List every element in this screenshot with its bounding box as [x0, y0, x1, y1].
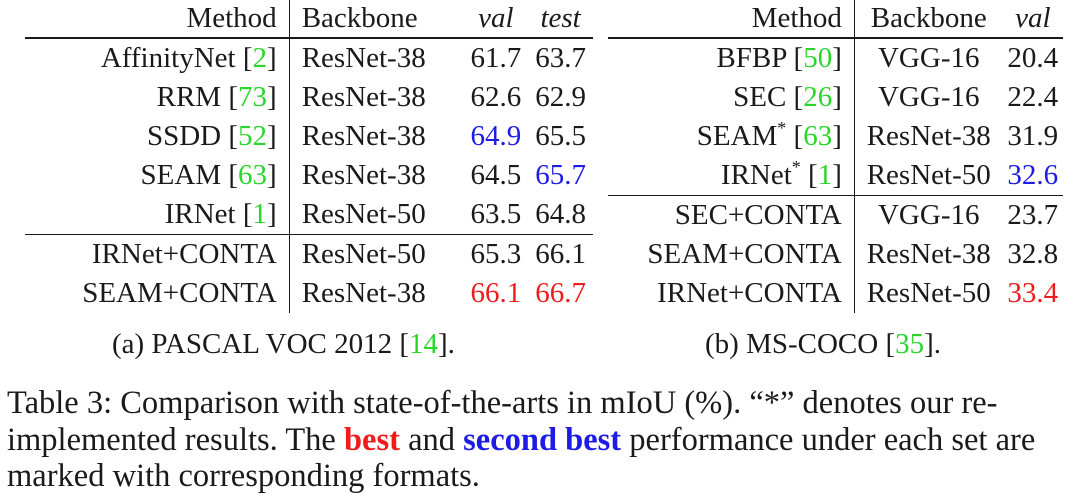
table-row: SEAM* [63] ResNet-38 31.9 — [608, 117, 1063, 156]
table-row: SEC [26] VGG-16 22.4 — [608, 78, 1063, 117]
reimplemented-marker: * — [791, 157, 801, 177]
cell-backbone: ResNet-38 — [301, 120, 426, 152]
header-val: val — [463, 0, 529, 39]
table-ms-coco: Method Backbone val BFBP [50] VGG-16 20.… — [608, 0, 1063, 313]
cell-val: 64.5 — [470, 159, 522, 191]
cell-test: 62.9 — [535, 81, 586, 113]
cell-test: 63.7 — [535, 42, 586, 74]
header-method: Method — [25, 0, 290, 39]
cell-method: SEC+CONTA — [608, 195, 855, 235]
citation-link[interactable]: 50 — [803, 42, 833, 74]
header-method: Method — [608, 0, 855, 39]
cell-method: SEAM* [63] — [608, 117, 855, 156]
cell-method: SEAM+CONTA — [25, 274, 290, 313]
table-row: SEAM [63] ResNet-38 64.5 65.7 — [25, 156, 593, 195]
cell-backbone: ResNet-50 — [866, 159, 991, 191]
cell-val: 23.7 — [1002, 195, 1063, 235]
header-backbone: Backbone — [854, 0, 1003, 39]
cell-backbone: ResNet-50 — [289, 234, 464, 274]
citation-link[interactable]: 14 — [409, 328, 439, 360]
cell-val: 20.4 — [1007, 42, 1059, 74]
table-row: SEC+CONTA VGG-16 23.7 — [608, 195, 1063, 235]
cell-val-second-best: 32.6 — [1007, 159, 1059, 191]
cell-backbone: ResNet-38 — [301, 81, 426, 113]
best-label: best — [343, 421, 400, 458]
citation-link[interactable]: 35 — [895, 328, 925, 360]
reimplemented-marker: * — [777, 118, 787, 138]
cell-backbone: ResNet-50 — [866, 277, 991, 309]
subcaption-b: (b) MS-COCO [35]. — [705, 328, 942, 360]
cell-val-second-best: 64.9 — [470, 120, 522, 152]
cell-test-second-best: 65.7 — [535, 159, 586, 191]
cell-method: SSDD [52] — [25, 117, 290, 156]
table-row: SEAM+CONTA ResNet-38 66.1 66.7 — [25, 274, 593, 313]
cell-method: IRNet* [1] — [608, 156, 855, 196]
citation-link[interactable]: 52 — [238, 120, 268, 152]
citation-link[interactable]: 2 — [252, 42, 268, 74]
citation-link[interactable]: 1 — [252, 198, 268, 230]
table-row: IRNet+CONTA ResNet-50 33.4 — [608, 274, 1063, 313]
cell-val: 63.5 — [470, 198, 522, 230]
table-row: IRNet* [1] ResNet-50 32.6 — [608, 156, 1063, 196]
cell-test: 64.8 — [535, 198, 586, 230]
table-row: IRNet+CONTA ResNet-50 65.3 66.1 — [25, 234, 593, 274]
cell-method: IRNet+CONTA — [608, 274, 855, 313]
citation-link[interactable]: 73 — [238, 81, 268, 113]
cell-test-best: 66.7 — [535, 277, 586, 309]
second-best-label: second best — [463, 421, 622, 458]
cell-test: 66.1 — [528, 234, 593, 274]
cell-val-best: 66.1 — [470, 277, 522, 309]
header-val: val — [1002, 0, 1063, 39]
cell-backbone: VGG-16 — [877, 81, 980, 113]
citation-link[interactable]: 1 — [817, 159, 833, 191]
cell-val: 61.7 — [470, 42, 522, 74]
cell-test: 65.5 — [535, 120, 586, 152]
citation-link[interactable]: 63 — [238, 159, 268, 191]
cell-method: BFBP [50] — [608, 38, 855, 78]
table-header-row: Method Backbone val test — [25, 0, 593, 39]
table-row: SSDD [52] ResNet-38 64.9 65.5 — [25, 117, 593, 156]
citation-link[interactable]: 26 — [803, 81, 833, 113]
cell-backbone: ResNet-38 — [866, 120, 991, 152]
header-test: test — [528, 0, 593, 39]
cell-method: IRNet [1] — [25, 195, 290, 235]
cell-method: IRNet+CONTA — [25, 234, 290, 274]
cell-val: 62.6 — [470, 81, 522, 113]
table-caption: Table 3: Comparison with state-of-the-ar… — [7, 385, 1036, 494]
cell-backbone: VGG-16 — [877, 42, 980, 74]
cell-method: SEAM+CONTA — [608, 235, 855, 274]
cell-method: RRM [73] — [25, 78, 290, 117]
header-backbone: Backbone — [289, 0, 464, 39]
cell-val: 32.8 — [1007, 238, 1059, 270]
table-row: IRNet [1] ResNet-50 63.5 64.8 — [25, 195, 593, 235]
table-row: BFBP [50] VGG-16 20.4 — [608, 38, 1063, 78]
cell-method: AffinityNet [2] — [25, 38, 290, 78]
cell-method: SEAM [63] — [25, 156, 290, 195]
cell-val: 22.4 — [1007, 81, 1059, 113]
table-row: RRM [73] ResNet-38 62.6 62.9 — [25, 78, 593, 117]
cell-backbone: ResNet-38 — [301, 42, 426, 74]
cell-backbone: ResNet-38 — [301, 277, 426, 309]
table-pascal-voc: Method Backbone val test AffinityNet [2]… — [25, 0, 593, 313]
cell-backbone: ResNet-38 — [301, 159, 426, 191]
citation-link[interactable]: 63 — [803, 120, 833, 152]
cell-val: 65.3 — [463, 234, 529, 274]
cell-method: SEC [26] — [608, 78, 855, 117]
cell-val: 31.9 — [1007, 120, 1059, 152]
table-row: SEAM+CONTA ResNet-38 32.8 — [608, 235, 1063, 274]
cell-val-best: 33.4 — [1007, 277, 1059, 309]
subcaption-a: (a) PASCAL VOC 2012 [14]. — [112, 328, 455, 360]
cell-backbone: ResNet-38 — [866, 238, 991, 270]
cell-backbone: ResNet-50 — [301, 198, 426, 230]
table-row: AffinityNet [2] ResNet-38 61.7 63.7 — [25, 38, 593, 78]
cell-backbone: VGG-16 — [854, 195, 1003, 235]
table-header-row: Method Backbone val — [608, 0, 1063, 39]
